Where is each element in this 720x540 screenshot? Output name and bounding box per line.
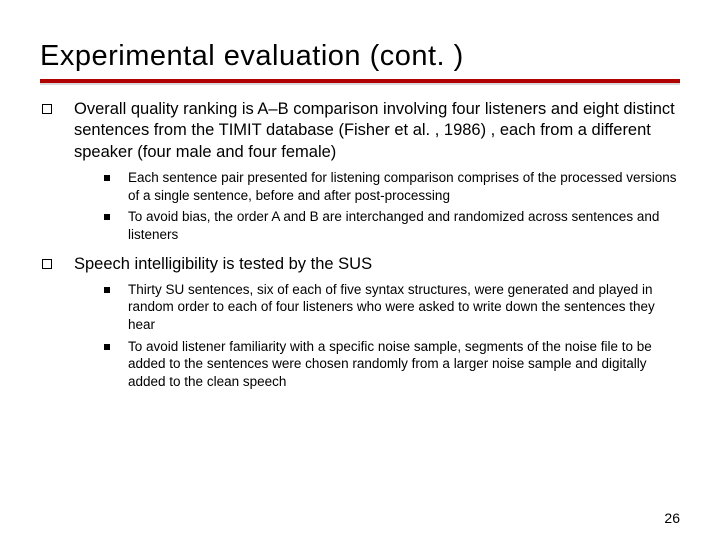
sub-bullet-text: Thirty SU sentences, six of each of five… (128, 281, 680, 334)
bullet-level1: Overall quality ranking is A–B compariso… (42, 99, 680, 163)
slide-title: Experimental evaluation (cont. ) (40, 40, 680, 73)
solid-square-bullet-icon (104, 287, 110, 293)
sub-bullet-text: To avoid bias, the order A and B are int… (128, 208, 680, 243)
sub-bullet-text: To avoid listener familiarity with a spe… (128, 338, 680, 391)
square-bullet-icon (42, 104, 52, 114)
content-area: Overall quality ranking is A–B compariso… (40, 99, 680, 390)
bullet-level2: Thirty SU sentences, six of each of five… (104, 281, 680, 334)
square-bullet-icon (42, 259, 52, 269)
bullet-text: Overall quality ranking is A–B compariso… (74, 99, 680, 163)
slide-container: Experimental evaluation (cont. ) Overall… (0, 0, 720, 419)
bullet-level2: To avoid listener familiarity with a spe… (104, 338, 680, 391)
title-rule-shadow (40, 83, 680, 85)
solid-square-bullet-icon (104, 175, 110, 181)
sub-bullet-text: Each sentence pair presented for listeni… (128, 169, 680, 204)
bullet-text: Speech intelligibility is tested by the … (74, 254, 372, 275)
page-number: 26 (664, 510, 680, 526)
solid-square-bullet-icon (104, 344, 110, 350)
title-rule (40, 79, 680, 85)
bullet-level1: Speech intelligibility is tested by the … (42, 254, 680, 275)
bullet-level2: Each sentence pair presented for listeni… (104, 169, 680, 204)
bullet-level2: To avoid bias, the order A and B are int… (104, 208, 680, 243)
solid-square-bullet-icon (104, 214, 110, 220)
